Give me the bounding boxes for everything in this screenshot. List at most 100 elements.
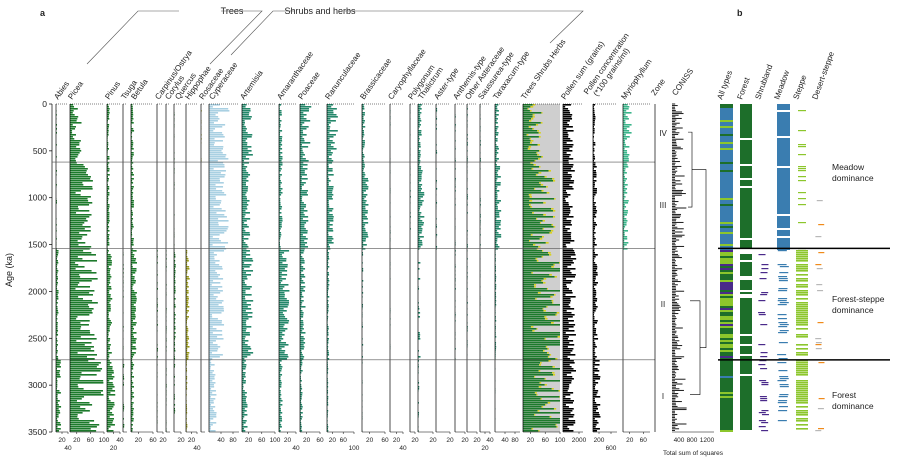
data-bar bbox=[327, 154, 332, 156]
data-bar bbox=[56, 356, 59, 358]
all-types-band bbox=[720, 286, 733, 288]
data-bar bbox=[56, 314, 58, 316]
desert-steppe-band bbox=[815, 348, 822, 350]
data-bar bbox=[70, 344, 85, 346]
data-bar bbox=[107, 178, 109, 180]
data-bar bbox=[107, 400, 111, 402]
column-header: Artemisia bbox=[238, 68, 265, 101]
data-bar bbox=[242, 392, 247, 394]
data-bar bbox=[593, 212, 597, 214]
data-bar bbox=[495, 202, 500, 204]
data-bar bbox=[327, 378, 328, 380]
steppe-band bbox=[796, 370, 808, 372]
data-bar bbox=[242, 212, 250, 214]
data-bar bbox=[279, 372, 281, 374]
data-bar bbox=[300, 380, 302, 382]
data-bar bbox=[467, 158, 468, 160]
data-bar bbox=[209, 318, 218, 320]
data-bar bbox=[279, 210, 280, 212]
shrubs-bar bbox=[558, 390, 560, 392]
all-types-band bbox=[720, 164, 733, 166]
data-bar bbox=[279, 284, 289, 286]
all-types-band bbox=[720, 148, 733, 150]
data-bar bbox=[186, 268, 190, 270]
data-bar bbox=[70, 162, 77, 164]
data-bar bbox=[131, 384, 133, 386]
forest-band bbox=[740, 254, 752, 256]
data-bar bbox=[174, 350, 176, 352]
data-bar bbox=[523, 116, 533, 118]
data-bar bbox=[300, 150, 303, 152]
data-bar bbox=[209, 236, 213, 238]
data-bar bbox=[157, 324, 158, 326]
data-bar bbox=[495, 182, 501, 184]
meadow-band bbox=[777, 300, 787, 302]
data-bar bbox=[131, 104, 133, 106]
data-bar bbox=[623, 220, 628, 222]
data-bar bbox=[327, 350, 329, 352]
data-bar bbox=[242, 326, 252, 328]
data-bar bbox=[242, 264, 252, 266]
data-bar bbox=[563, 244, 566, 246]
data-bar bbox=[56, 268, 58, 270]
meadow-band bbox=[777, 212, 790, 214]
column-header: Pinus bbox=[103, 80, 122, 102]
data-bar bbox=[418, 238, 421, 240]
data-bar bbox=[107, 170, 110, 172]
data-bar bbox=[279, 202, 281, 204]
data-bar bbox=[56, 350, 58, 352]
data-bar bbox=[56, 184, 57, 186]
data-bar bbox=[563, 284, 567, 286]
all-types-band bbox=[720, 156, 733, 158]
data-bar bbox=[242, 360, 246, 362]
data-bar bbox=[279, 176, 281, 178]
data-bar bbox=[209, 368, 211, 370]
data-bar bbox=[300, 364, 303, 366]
data-bar bbox=[480, 244, 481, 246]
data-bar bbox=[418, 332, 420, 334]
data-bar bbox=[209, 210, 226, 212]
data-bar bbox=[209, 152, 223, 154]
data-bar bbox=[107, 188, 110, 190]
data-bar bbox=[131, 288, 133, 290]
data-bar bbox=[174, 344, 176, 346]
data-bar bbox=[623, 150, 628, 152]
data-bar bbox=[362, 112, 365, 114]
steppe-band bbox=[796, 352, 808, 354]
data-bar bbox=[327, 274, 330, 276]
data-bar bbox=[242, 398, 246, 400]
data-bar bbox=[300, 292, 303, 294]
data-bar bbox=[418, 200, 424, 202]
data-bar bbox=[107, 132, 109, 134]
data-bar bbox=[131, 430, 133, 432]
data-bar bbox=[56, 298, 59, 300]
data-bar bbox=[300, 274, 305, 276]
data-bar bbox=[300, 176, 302, 178]
data-bar bbox=[242, 252, 247, 254]
data-bar bbox=[209, 310, 224, 312]
data-bar bbox=[523, 264, 554, 266]
forest-band bbox=[740, 408, 752, 410]
forest-band bbox=[740, 384, 752, 386]
data-bar bbox=[327, 386, 329, 388]
data-bar bbox=[70, 180, 93, 182]
data-bar bbox=[523, 254, 550, 256]
data-bar bbox=[362, 118, 364, 120]
all-types-band bbox=[720, 206, 733, 208]
data-bar bbox=[279, 348, 282, 350]
meadow-band bbox=[777, 380, 787, 382]
data-bar bbox=[563, 390, 568, 392]
data-bar bbox=[70, 376, 81, 378]
data-bar bbox=[327, 150, 331, 152]
meadow-band bbox=[777, 150, 790, 152]
data-bar bbox=[174, 332, 176, 334]
data-bar bbox=[186, 306, 190, 308]
data-bar bbox=[300, 216, 309, 218]
data-bar bbox=[209, 220, 229, 222]
data-bar bbox=[279, 428, 280, 430]
data-bar bbox=[362, 114, 365, 116]
data-bar bbox=[70, 320, 90, 322]
data-bar bbox=[56, 410, 60, 412]
data-bar bbox=[279, 320, 290, 322]
data-bar bbox=[523, 106, 531, 108]
